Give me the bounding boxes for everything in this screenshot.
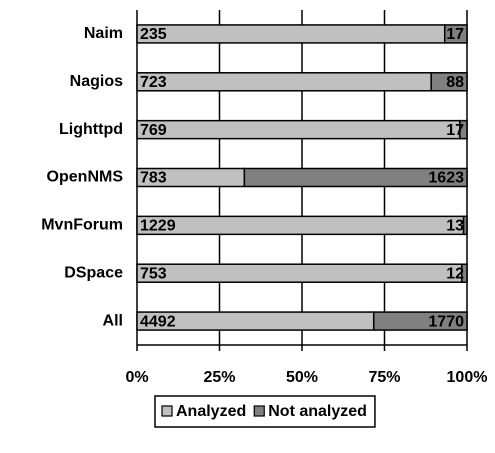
y-tick-label: DSpace [64, 264, 123, 281]
bar-segment [136, 72, 432, 92]
legend-label: Analyzed [176, 403, 246, 420]
data-label: 4492 [140, 313, 176, 330]
legend-swatch [253, 405, 265, 417]
y-tick-label: Lighttpd [59, 121, 123, 138]
y-tick-label: MvnForum [41, 217, 123, 234]
bar-segment [372, 311, 468, 331]
y-tick-label: All [103, 312, 123, 329]
legend-box [154, 395, 376, 428]
data-label: 17 [446, 122, 464, 139]
data-label: 753 [140, 265, 167, 282]
data-label: 1770 [428, 313, 464, 330]
y-tick-label: Nagios [70, 73, 123, 90]
data-label: 1623 [428, 170, 464, 187]
bar-segment [443, 24, 468, 44]
data-label: 235 [140, 26, 167, 43]
bar-segment [459, 119, 468, 140]
bar-segment [430, 72, 468, 92]
data-label: 13 [446, 218, 464, 235]
data-label: 723 [140, 74, 167, 91]
y-tick-label: Naim [84, 25, 123, 42]
y-tick-label: OpenNMS [47, 169, 124, 186]
x-tick-label: 50% [286, 369, 318, 386]
data-label: 1229 [140, 218, 176, 235]
bar-segment [136, 24, 446, 44]
x-tick-label: 100% [447, 369, 488, 386]
x-tick-label: 25% [203, 369, 235, 386]
bar-segment [136, 215, 465, 236]
data-label: 17 [446, 26, 464, 43]
legend-swatch [161, 405, 173, 417]
bar-segment [243, 167, 468, 188]
x-tick-label: 0% [125, 369, 148, 386]
bar-segment [462, 215, 468, 236]
bar-segment [461, 263, 468, 283]
data-label: 12 [446, 265, 464, 282]
x-tick-label: 75% [368, 369, 400, 386]
data-label: 783 [140, 170, 167, 187]
bar-segment [136, 119, 461, 140]
bar-segment [136, 263, 463, 283]
data-label: 88 [446, 74, 464, 91]
legend-label: Not analyzed [268, 403, 367, 420]
data-label: 769 [140, 122, 167, 139]
